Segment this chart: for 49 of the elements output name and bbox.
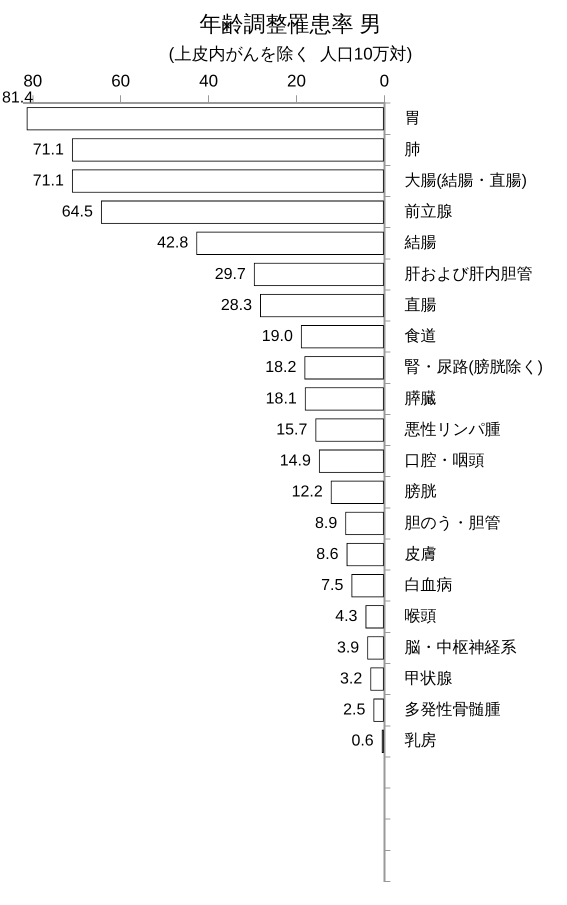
y-tick-label: 乳房 xyxy=(404,732,436,750)
chart-title: 年齢調整罹患率 男 xyxy=(199,11,382,36)
y-tick-label: 白血病 xyxy=(404,576,452,594)
y-tick-label: 膀胱 xyxy=(404,482,436,501)
y-tick-label: 肝および肝内胆管 xyxy=(404,264,532,283)
y-tick-label: 多発性骨髄腫 xyxy=(404,700,500,719)
x-tick-label: 80 xyxy=(23,72,42,91)
y-tick-label: 腎・尿路(膀胱除く) xyxy=(404,358,543,376)
data-label: 0.6 xyxy=(351,732,374,750)
y-tick-label: 喉頭 xyxy=(404,608,436,626)
data-label: 18.1 xyxy=(266,390,297,408)
y-tick-label: 脳・中枢神経系 xyxy=(404,638,516,656)
x-tick-label: 40 xyxy=(199,72,218,91)
y-tick-label: 食道 xyxy=(404,327,436,346)
data-label: 8.9 xyxy=(314,514,338,532)
data-label: 3.9 xyxy=(336,639,360,656)
data-label: 7.5 xyxy=(321,577,344,594)
y-tick-label: 前立腺 xyxy=(404,202,452,221)
data-label: 2.5 xyxy=(343,702,366,719)
data-label: 71.1 xyxy=(32,172,64,190)
y-tick-label: 結腸 xyxy=(403,234,436,252)
data-label: 12.2 xyxy=(292,484,323,501)
y-tick-label: 大腸(結腸・直腸) xyxy=(404,171,527,190)
data-label: 8.6 xyxy=(316,546,339,563)
data-label: 14.9 xyxy=(280,452,311,470)
y-tick-label: 肺 xyxy=(404,141,420,158)
y-tick-label: 口腔・咽頭 xyxy=(404,452,484,470)
data-label: 42.8 xyxy=(157,234,188,252)
x-tick-label: 20 xyxy=(286,72,306,91)
data-label: 81.4 xyxy=(2,89,34,106)
y-tick-label: 直腸 xyxy=(404,296,436,314)
data-label: 3.2 xyxy=(340,670,362,688)
data-label: 15.7 xyxy=(276,421,308,438)
y-tick-label: 皮膚 xyxy=(404,544,436,563)
x-tick-label: 0 xyxy=(380,72,390,91)
data-label: 71.1 xyxy=(32,141,64,158)
data-label: 19.0 xyxy=(262,328,293,346)
data-label: 18.2 xyxy=(265,359,296,376)
y-tick-label: 甲状腺 xyxy=(404,669,452,688)
data-label: 28.3 xyxy=(220,296,252,314)
data-label: 29.7 xyxy=(214,266,246,283)
data-label: 4.3 xyxy=(335,608,358,626)
chart-subtitle: (上皮内がんを除く 人口10万対) xyxy=(168,44,412,64)
data-label: 64.5 xyxy=(62,204,94,221)
x-tick-label: 60 xyxy=(111,72,130,91)
y-tick-label: 膵臓 xyxy=(404,389,436,408)
y-tick-label: 胃 xyxy=(404,110,420,128)
y-tick-label: 悪性リンパ腫 xyxy=(403,420,500,438)
y-tick-label: 胆のう・胆管 xyxy=(404,514,500,532)
